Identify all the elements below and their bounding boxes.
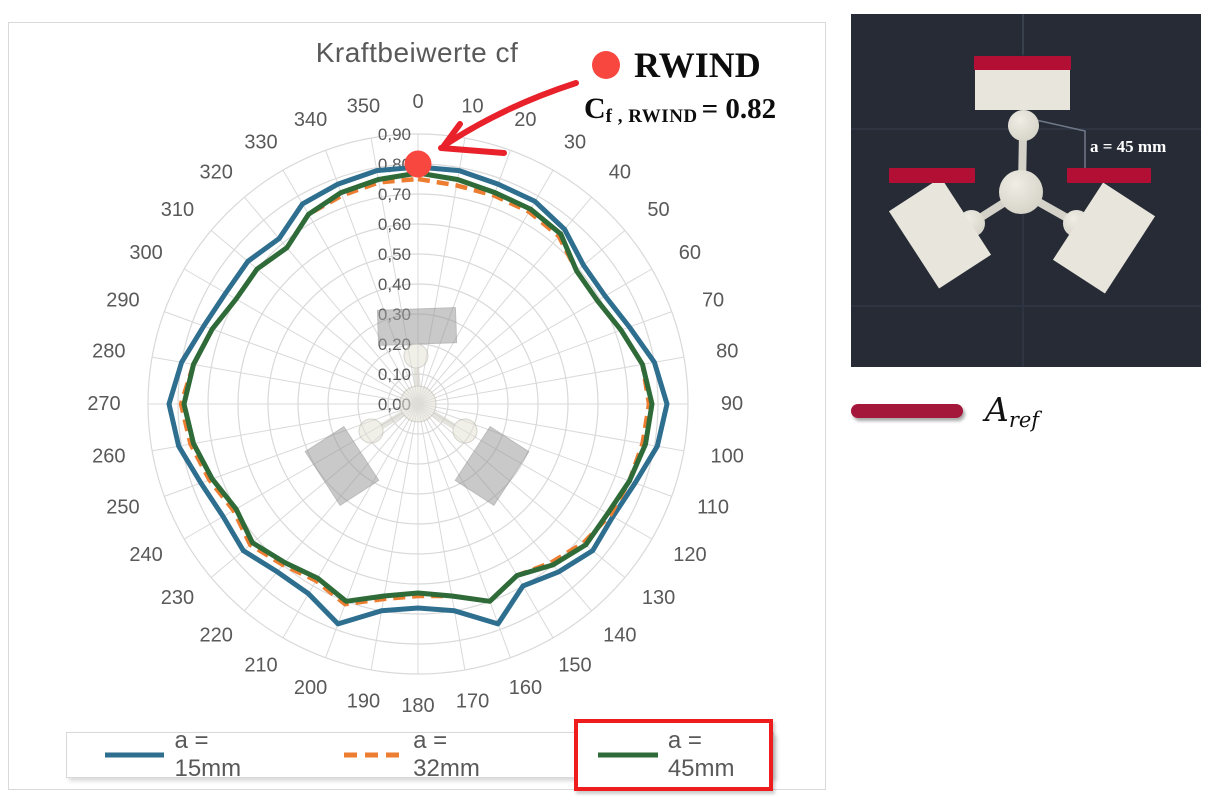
legend-line-a45 <box>598 752 658 758</box>
svg-text:0,10: 0,10 <box>378 365 411 384</box>
svg-text:70: 70 <box>702 290 724 312</box>
aref-legend: Aref <box>851 390 1039 432</box>
legend-highlight-box[interactable]: a = 45mm <box>574 719 774 791</box>
svg-text:350: 350 <box>347 96 380 118</box>
rwind-title: RWIND <box>634 45 761 85</box>
aref-bar-icon <box>851 404 963 418</box>
aref-subscript: ref <box>1008 408 1040 432</box>
render-gridline-h2 <box>851 305 1201 307</box>
center-hub-sphere <box>999 170 1043 214</box>
svg-text:130: 130 <box>642 587 675 609</box>
svg-text:240: 240 <box>129 544 162 566</box>
data-series <box>166 164 670 627</box>
svg-text:80: 80 <box>716 341 738 363</box>
top-ref-bar <box>974 56 1071 70</box>
svg-text:30: 30 <box>564 131 586 153</box>
svg-text:50: 50 <box>647 199 669 221</box>
rwind-bullet-icon <box>592 51 620 79</box>
svg-text:160: 160 <box>509 677 542 699</box>
chart-panel: Kraftbeiwerte cf 0 10 20 30 40 50 60 70 80 90 100 1… <box>8 22 826 791</box>
chart-title: Kraftbeiwerte cf <box>315 37 519 68</box>
svg-text:10: 10 <box>461 96 483 118</box>
rwind-coefficient: Cf , RWIND = 0.82 <box>584 92 776 128</box>
polar-chart: 0 10 20 30 40 50 60 70 80 90 100 110 120 130 140 150 160… <box>87 91 744 717</box>
svg-text:330: 330 <box>244 131 277 153</box>
right-ref-bar <box>1067 168 1151 183</box>
svg-text:0,60: 0,60 <box>378 215 411 234</box>
model-render-panel: a = 45 mm <box>851 14 1201 367</box>
structure-watermark <box>304 307 530 507</box>
svg-text:0: 0 <box>412 91 423 113</box>
svg-text:310: 310 <box>161 199 194 221</box>
svg-text:20: 20 <box>514 109 536 131</box>
aref-label: Aref <box>985 390 1039 432</box>
legend-line-a15 <box>105 752 165 758</box>
top-plate <box>975 68 1070 110</box>
svg-text:170: 170 <box>456 690 489 712</box>
svg-text:110: 110 <box>697 496 729 518</box>
svg-text:90: 90 <box>721 393 743 415</box>
legend-label-a32: a = 32mm <box>413 727 480 782</box>
svg-text:120: 120 <box>673 544 706 566</box>
svg-text:150: 150 <box>558 655 591 677</box>
svg-text:0,90: 0,90 <box>378 125 411 144</box>
svg-text:0,70: 0,70 <box>378 185 411 204</box>
dimension-label: a = 45 mm <box>1090 137 1167 156</box>
svg-text:190: 190 <box>347 690 380 712</box>
legend-item-a15[interactable]: a = 15mm <box>103 727 264 783</box>
coeff-subscript: f , RWIND <box>605 106 698 127</box>
svg-text:140: 140 <box>603 624 636 646</box>
svg-text:230: 230 <box>161 587 194 609</box>
svg-text:180: 180 <box>401 695 434 717</box>
legend-label-a45: a = 45mm <box>667 727 735 782</box>
svg-text:280: 280 <box>92 341 125 363</box>
svg-text:250: 250 <box>106 496 139 518</box>
svg-text:340: 340 <box>294 109 327 131</box>
upper-joint-sphere <box>1008 110 1039 141</box>
legend-label-a15: a = 15mm <box>174 727 242 782</box>
coeff-symbol: C <box>584 92 606 125</box>
svg-text:60: 60 <box>679 242 701 264</box>
svg-text:0,50: 0,50 <box>378 245 411 264</box>
svg-text:320: 320 <box>199 162 232 184</box>
svg-text:40: 40 <box>609 162 631 184</box>
svg-text:290: 290 <box>106 290 139 312</box>
rwind-marker-dot[interactable] <box>404 150 432 178</box>
svg-text:100: 100 <box>711 445 744 467</box>
dimension-lines <box>1022 14 1086 170</box>
chart-legend: a = 15mm a = 32mm a = 45mm <box>66 719 774 791</box>
angle-axis-labels: 0 10 20 30 40 50 60 70 80 90 100 110 120 130 140 150 160… <box>87 91 744 717</box>
svg-text:270: 270 <box>87 393 120 415</box>
svg-text:210: 210 <box>244 655 277 677</box>
svg-text:300: 300 <box>129 242 162 264</box>
svg-text:200: 200 <box>294 677 327 699</box>
legend-line-a32 <box>343 752 404 758</box>
svg-text:260: 260 <box>92 445 125 467</box>
aref-symbol: A <box>985 390 1009 429</box>
left-ref-bar <box>889 168 975 183</box>
svg-text:220: 220 <box>199 624 232 646</box>
svg-text:0,40: 0,40 <box>378 275 411 294</box>
legend-item-a32[interactable]: a = 32mm <box>342 727 503 783</box>
coeff-value: = 0.82 <box>701 93 777 125</box>
rwind-annotation: RWIND <box>592 44 761 86</box>
